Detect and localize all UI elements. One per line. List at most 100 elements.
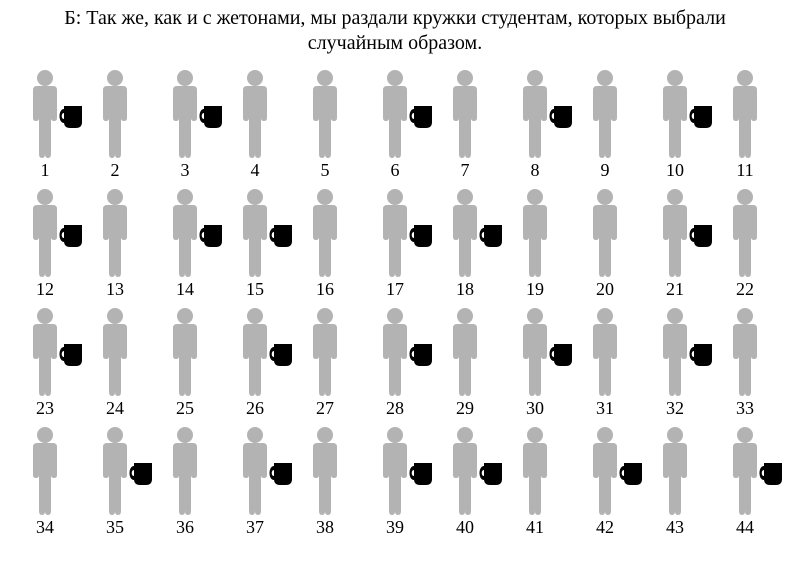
- figure-wrap: [430, 425, 500, 515]
- person-number: 9: [601, 160, 610, 181]
- person-number: 2: [111, 160, 120, 181]
- person-cell: 23: [10, 306, 80, 419]
- figure-wrap: [150, 187, 220, 277]
- figure-wrap: [500, 425, 570, 515]
- figure-wrap: [10, 306, 80, 396]
- figure-wrap: [430, 187, 500, 277]
- person-number: 17: [386, 279, 404, 300]
- person-number: 8: [531, 160, 540, 181]
- figure-wrap: [220, 187, 290, 277]
- person-number: 37: [246, 517, 264, 538]
- person-number: 18: [456, 279, 474, 300]
- figure-wrap: [150, 306, 220, 396]
- person-number: 22: [736, 279, 754, 300]
- figure-wrap: [430, 306, 500, 396]
- person-cell: 29: [430, 306, 500, 419]
- person-number: 26: [246, 398, 264, 419]
- person-cell: 14: [150, 187, 220, 300]
- person-cell: 25: [150, 306, 220, 419]
- figure-wrap: [640, 306, 710, 396]
- figure-wrap: [500, 187, 570, 277]
- person-cell: 7: [430, 68, 500, 181]
- person-cell: 12: [10, 187, 80, 300]
- figure-wrap: [360, 306, 430, 396]
- person-number: 10: [666, 160, 684, 181]
- figure-wrap: [10, 68, 80, 158]
- person-icon: [442, 306, 488, 396]
- figure-wrap: [150, 68, 220, 158]
- person-cell: 27: [290, 306, 360, 419]
- title-text: Б: Так же, как и с жетонами, мы раздали …: [15, 6, 775, 56]
- person-number: 6: [391, 160, 400, 181]
- person-cell: 37: [220, 425, 290, 538]
- person-number: 20: [596, 279, 614, 300]
- figure-wrap: [290, 306, 360, 396]
- person-number: 7: [461, 160, 470, 181]
- person-cell: 41: [500, 425, 570, 538]
- person-icon: [722, 68, 768, 158]
- person-number: 12: [36, 279, 54, 300]
- person-cell: 42: [570, 425, 640, 538]
- figure-wrap: [570, 187, 640, 277]
- person-icon: [162, 425, 208, 515]
- person-icon: [442, 68, 488, 158]
- person-number: 16: [316, 279, 334, 300]
- person-icon: [302, 68, 348, 158]
- person-number: 38: [316, 517, 334, 538]
- person-number: 30: [526, 398, 544, 419]
- person-cell: 11: [710, 68, 780, 181]
- person-number: 36: [176, 517, 194, 538]
- figure-wrap: [360, 187, 430, 277]
- grid-row: 2324252627282930313233: [10, 306, 780, 419]
- person-cell: 26: [220, 306, 290, 419]
- figure-wrap: [710, 187, 780, 277]
- person-number: 25: [176, 398, 194, 419]
- grid-row: 1213141516171819202122: [10, 187, 780, 300]
- figure-wrap: [80, 425, 150, 515]
- figure-wrap: [430, 68, 500, 158]
- figure-wrap: [710, 306, 780, 396]
- person-cell: 15: [220, 187, 290, 300]
- person-cell: 36: [150, 425, 220, 538]
- figure-wrap: [220, 425, 290, 515]
- figure-wrap: [150, 425, 220, 515]
- person-cell: 40: [430, 425, 500, 538]
- person-cell: 2: [80, 68, 150, 181]
- person-number: 39: [386, 517, 404, 538]
- figure-wrap: [80, 306, 150, 396]
- person-icon: [92, 306, 138, 396]
- person-cell: 10: [640, 68, 710, 181]
- figure-wrap: [640, 187, 710, 277]
- person-cell: 13: [80, 187, 150, 300]
- person-number: 43: [666, 517, 684, 538]
- person-cell: 6: [360, 68, 430, 181]
- figure-wrap: [500, 68, 570, 158]
- person-number: 15: [246, 279, 264, 300]
- page: Б: Так же, как и с жетонами, мы раздали …: [0, 0, 790, 571]
- person-cell: 4: [220, 68, 290, 181]
- figure-wrap: [500, 306, 570, 396]
- person-cell: 3: [150, 68, 220, 181]
- person-icon: [722, 187, 768, 277]
- person-icon: [512, 425, 558, 515]
- person-cell: 18: [430, 187, 500, 300]
- person-cell: 31: [570, 306, 640, 419]
- person-cell: 35: [80, 425, 150, 538]
- figure-wrap: [80, 187, 150, 277]
- figure-wrap: [360, 68, 430, 158]
- figure-wrap: [80, 68, 150, 158]
- person-cell: 28: [360, 306, 430, 419]
- person-number: 41: [526, 517, 544, 538]
- person-cell: 38: [290, 425, 360, 538]
- person-number: 14: [176, 279, 194, 300]
- figure-wrap: [640, 68, 710, 158]
- figure-wrap: [220, 68, 290, 158]
- person-number: 28: [386, 398, 404, 419]
- figure-wrap: [710, 425, 780, 515]
- person-number: 3: [181, 160, 190, 181]
- figure-wrap: [10, 187, 80, 277]
- person-cell: 19: [500, 187, 570, 300]
- person-cell: 34: [10, 425, 80, 538]
- person-icon: [302, 425, 348, 515]
- person-cell: 17: [360, 187, 430, 300]
